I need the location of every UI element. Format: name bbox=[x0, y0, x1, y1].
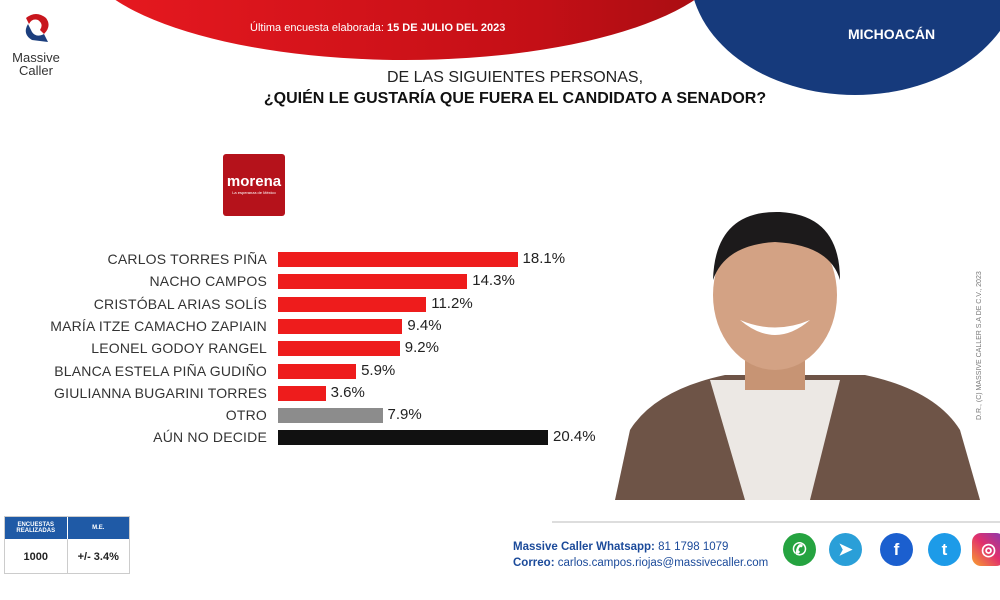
party-tagline: La esperanza de México bbox=[232, 190, 276, 195]
category-label: MARÍA ITZE CAMACHO ZAPIAIN bbox=[50, 317, 267, 334]
value-label: 18.1% bbox=[522, 250, 566, 267]
bar bbox=[278, 385, 326, 401]
bar bbox=[278, 252, 518, 267]
whatsapp-label: Massive Caller Whatsapp: bbox=[513, 541, 655, 553]
email-link[interactable]: carlos.campos.riojas@massivecaller.com bbox=[557, 557, 769, 569]
date-value: 15 DE JULIO DEL 2023 bbox=[386, 22, 506, 34]
logo-icon bbox=[25, 14, 49, 42]
whatsapp-icon[interactable]: ✆ bbox=[783, 533, 816, 566]
bar bbox=[278, 430, 548, 446]
value-label: 7.9% bbox=[387, 406, 422, 424]
survey-date: Última encuesta elaborada: 15 DE JULIO D… bbox=[250, 22, 505, 34]
category-label: AÚN NO DECIDE bbox=[153, 429, 267, 446]
category-label: OTRO bbox=[225, 407, 267, 424]
category-label: NACHO CAMPOS bbox=[149, 273, 267, 290]
margin-header: M.E. bbox=[92, 525, 105, 531]
date-label: Última encuesta elaborada: bbox=[250, 22, 384, 34]
category-label: BLANCA ESTELA PIÑA GUDIÑO bbox=[54, 362, 267, 379]
question-line2: ¿QUIÉN LE GUSTARÍA QUE FUERA EL CANDIDAT… bbox=[263, 90, 767, 107]
bar bbox=[278, 296, 427, 312]
bar bbox=[278, 408, 383, 424]
candidate-photo bbox=[615, 211, 980, 500]
bar bbox=[278, 318, 403, 334]
bar bbox=[278, 341, 400, 357]
contact-info: Massive Caller Whatsapp: 81 1798 1079 Co… bbox=[513, 539, 768, 571]
bar bbox=[278, 274, 468, 290]
whatsapp-number: 81 1798 1079 bbox=[658, 541, 729, 553]
category-label: LEONEL GODOY RANGEL bbox=[91, 340, 267, 357]
divider bbox=[552, 521, 1000, 523]
party-name: morena bbox=[226, 173, 282, 190]
margin-value: +/- 3.4% bbox=[77, 550, 119, 563]
category-label: GIULIANNA BUGARINI TORRES bbox=[54, 384, 267, 401]
copyright: D.R., (C) MASSIVE CALLER S.A DE C.V., 20… bbox=[976, 271, 983, 420]
logo-text: Massive Caller bbox=[12, 50, 60, 78]
telegram-icon[interactable]: ➤ bbox=[829, 533, 862, 566]
value-label: 14.3% bbox=[472, 272, 515, 290]
facebook-icon[interactable]: f bbox=[880, 533, 913, 566]
twitter-icon[interactable]: t bbox=[928, 533, 961, 566]
value-label: 9.4% bbox=[407, 316, 442, 334]
email-label: Correo: bbox=[513, 557, 555, 569]
question-line1: DE LAS SIGUIENTES PERSONAS, bbox=[386, 69, 644, 86]
value-label: 11.2% bbox=[431, 294, 473, 312]
bar bbox=[278, 363, 357, 379]
morena-logo: morena La esperanza de México bbox=[223, 154, 285, 216]
surveys-value: 1000 bbox=[5, 539, 68, 574]
value-label: 20.4% bbox=[553, 428, 596, 446]
surveys-header: ENCUESTAS REALIZADAS bbox=[5, 517, 68, 539]
stats-table: ENCUESTAS REALIZADAS M.E. 1000 +/- 3.4% bbox=[4, 516, 130, 574]
region: MICHOACÁN bbox=[848, 26, 936, 42]
category-label: CRISTÓBAL ARIAS SOLÍS bbox=[93, 295, 267, 312]
instagram-icon[interactable]: ◎ bbox=[972, 533, 1000, 566]
category-label: CARLOS TORRES PIÑA bbox=[107, 251, 267, 267]
value-label: 9.2% bbox=[404, 339, 439, 357]
value-label: 5.9% bbox=[361, 361, 396, 379]
value-label: 3.6% bbox=[330, 383, 365, 401]
massive-caller-logo: Massive Caller bbox=[6, 12, 66, 77]
